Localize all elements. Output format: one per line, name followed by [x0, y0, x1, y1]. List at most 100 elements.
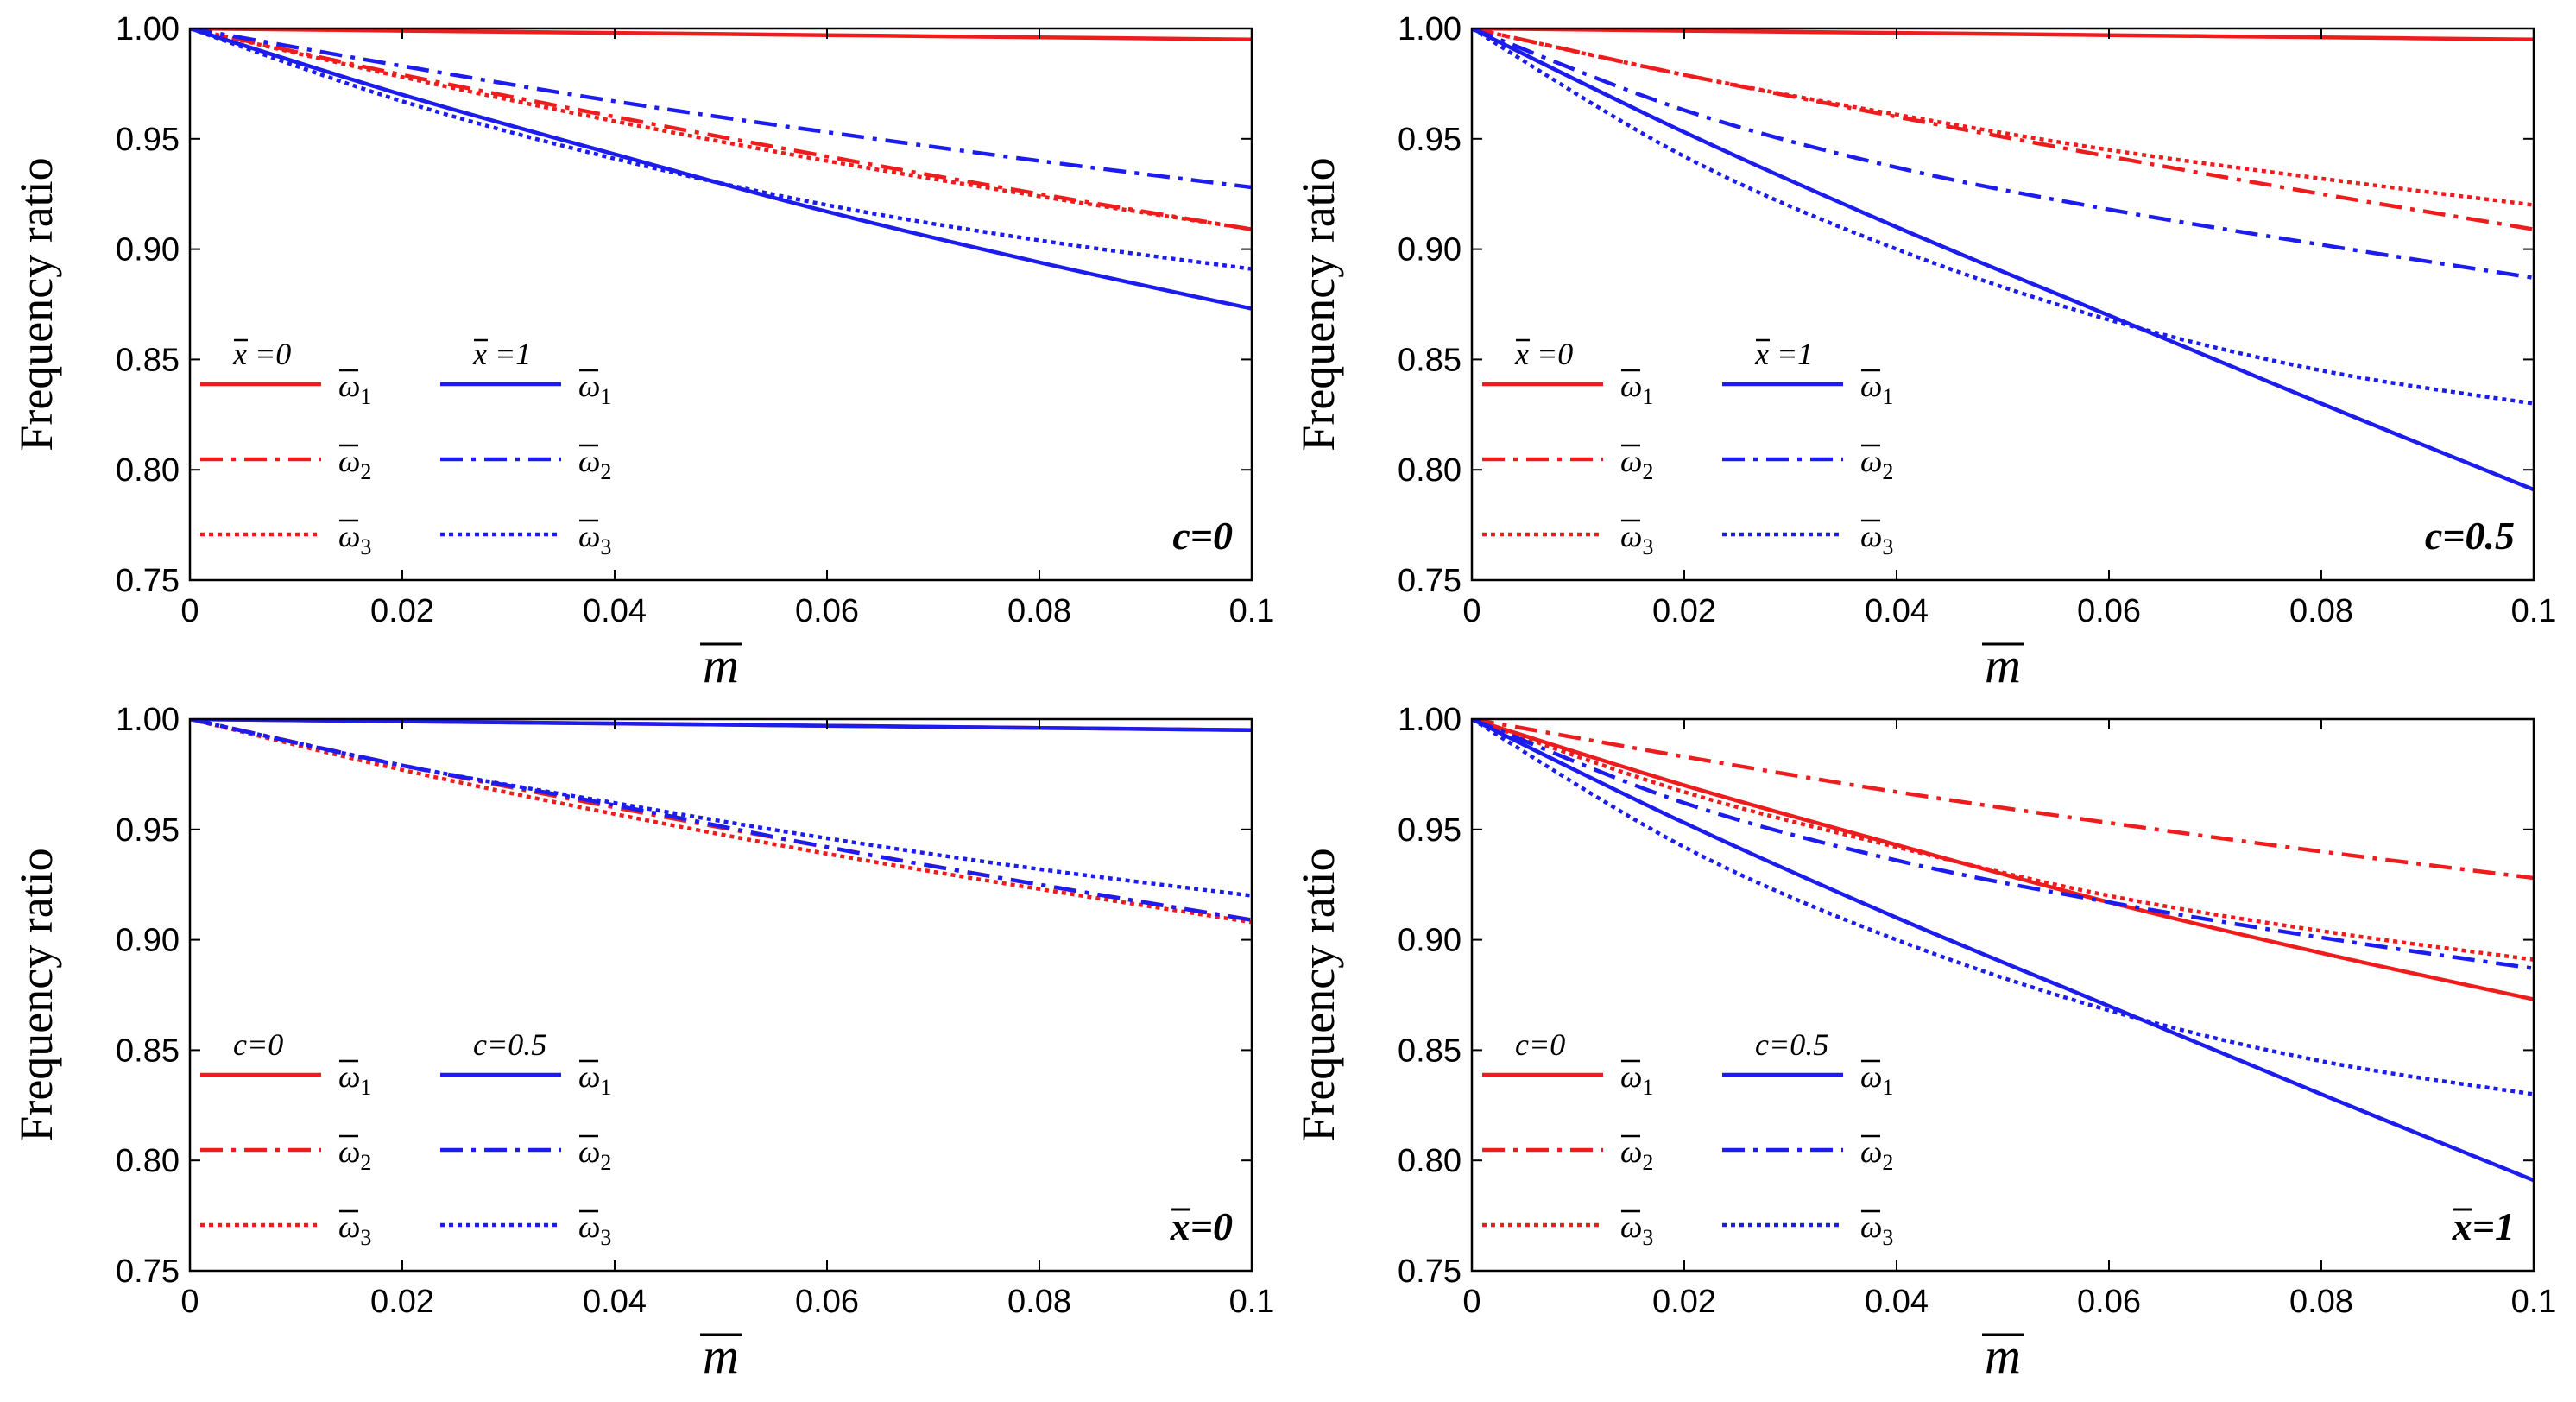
x-tick-label: 0.1 [2511, 1284, 2557, 1320]
x-tick-label: 0.1 [1229, 593, 1275, 629]
series-line [1472, 28, 2534, 207]
chart-panel-3: 0 0.02 0.04 0.06 0.08 0.1 0.75 0.80 0.85 0.90 0.95… [10, 702, 1274, 1384]
y-tick-label: 0.95 [1398, 812, 1462, 849]
series-line [190, 28, 1252, 271]
chart-panel-2: 0 0.02 0.04 0.06 0.08 0.1 0.75 0.80 0.85 0.90 0.95… [1292, 11, 2556, 693]
y-tick-label: 0.75 [116, 563, 180, 599]
series-line [1472, 719, 2534, 881]
series-line [190, 719, 1252, 925]
legend-label: ω2 [578, 1134, 611, 1175]
x-tick-label: 0.1 [2511, 593, 2557, 629]
legend-label: ω2 [1860, 444, 1893, 484]
panel-annotation: x=1 [2452, 1204, 2515, 1248]
series-line [1472, 719, 2534, 1183]
y-tick-label: 1.00 [1398, 11, 1462, 47]
x-axis-label: m [703, 1328, 739, 1384]
legend-label: ω1 [338, 369, 371, 409]
series-group [190, 28, 1252, 311]
legend-label: ω3 [338, 519, 371, 559]
y-tick-label: 0.75 [1398, 563, 1462, 599]
x-axis-label: m [1985, 1328, 2021, 1384]
x-tick-label: 0.08 [1007, 1284, 1071, 1320]
y-tick-label: 0.85 [1398, 342, 1462, 378]
x-tick-label: 0 [180, 593, 199, 629]
x-tick-label: 0 [1462, 593, 1481, 629]
y-tick-label: 0.85 [116, 1033, 180, 1069]
series-line [1472, 28, 2534, 42]
series-line [190, 719, 1252, 922]
series-line [190, 28, 1252, 190]
legend-label: ω1 [578, 369, 611, 409]
y-tick-label: 0.95 [116, 122, 180, 158]
axes-box [188, 27, 1253, 582]
legend-label: ω1 [578, 1059, 611, 1100]
x-tick-label: 0.1 [1229, 1284, 1275, 1320]
series-line [190, 719, 1252, 733]
legend-label: ω3 [578, 519, 611, 559]
axes-box [1470, 717, 2535, 1273]
series-line [190, 28, 1252, 42]
series-line [1472, 28, 2534, 406]
y-tick-label: 1.00 [116, 11, 180, 47]
legend-group-title: c=0 [233, 1027, 283, 1062]
y-tick-label: 0.90 [1398, 232, 1462, 268]
legend-group-title: c=0 [1515, 1027, 1565, 1062]
series-group [190, 719, 1252, 925]
series-line [1472, 28, 2534, 492]
legend-label: ω2 [578, 444, 611, 484]
x-tick-label: 0 [1462, 1284, 1481, 1320]
legend: c=0 c=0.5 ω1 ω2 ω3 ω1 ω2 ω3 [1482, 1027, 1893, 1250]
x-tick-label: 0.04 [1865, 593, 1929, 629]
y-tick-label: 0.95 [116, 812, 180, 849]
series-line [190, 28, 1252, 231]
series-line [190, 719, 1252, 898]
legend-label: ω2 [338, 1134, 371, 1175]
y-tick-label: 0.85 [1398, 1033, 1462, 1069]
series-line [190, 28, 1252, 231]
legend-label: ω3 [1860, 1209, 1893, 1250]
legend-label: ω3 [1620, 519, 1653, 559]
y-axis-label: Frequency ratio [1292, 157, 1344, 451]
panel-annotation: x=0 [1170, 1204, 1233, 1248]
series-line [1472, 719, 2534, 962]
series-line [1472, 28, 2534, 281]
legend-label: ω1 [1620, 1059, 1653, 1100]
panel-annotation: c=0.5 [2425, 514, 2515, 558]
legend-group-title: x =0 [1514, 337, 1573, 371]
x-tick-label: 0.04 [583, 593, 647, 629]
legend: x =0 x =1 ω1 ω2 ω3 ω1 ω2 ω3 [200, 337, 611, 559]
legend-group-title: x =1 [472, 337, 531, 371]
series-line [1472, 719, 2534, 1096]
y-tick-label: 0.80 [1398, 1143, 1462, 1179]
y-axis-label: Frequency ratio [10, 848, 62, 1141]
series-group [1472, 719, 2534, 1183]
y-tick-label: 0.80 [116, 452, 180, 489]
y-tick-label: 1.00 [116, 702, 180, 738]
x-tick-label: 0.02 [1652, 1284, 1716, 1320]
y-tick-label: 0.75 [1398, 1254, 1462, 1290]
legend-label: ω2 [1860, 1134, 1893, 1175]
y-tick-label: 0.95 [1398, 122, 1462, 158]
legend-group-title: x =1 [1754, 337, 1813, 371]
x-tick-label: 0.08 [2289, 1284, 2353, 1320]
y-tick-label: 0.90 [116, 923, 180, 959]
x-tick-label: 0.06 [2077, 593, 2141, 629]
series-group [1472, 28, 2534, 492]
legend-label: ω2 [338, 444, 371, 484]
x-tick-label: 0.02 [370, 1284, 434, 1320]
x-tick-label: 0.06 [795, 593, 859, 629]
legend-label: ω1 [1860, 1059, 1893, 1100]
x-tick-label: 0.06 [2077, 1284, 2141, 1320]
x-tick-label: 0.04 [583, 1284, 647, 1320]
chart-panel-1: 0 0.02 0.04 0.06 0.08 0.1 0.75 0.80 0.85 0.90 0.95… [10, 11, 1274, 693]
y-axis-label: Frequency ratio [10, 157, 62, 451]
legend-label: ω3 [338, 1209, 371, 1250]
y-tick-label: 0.90 [116, 232, 180, 268]
legend-label: ω1 [1620, 369, 1653, 409]
y-tick-label: 0.90 [1398, 923, 1462, 959]
y-tick-label: 0.80 [116, 1143, 180, 1179]
x-tick-label: 0.06 [795, 1284, 859, 1320]
axes-box [188, 717, 1253, 1273]
panel-annotation: c=0 [1172, 514, 1233, 558]
